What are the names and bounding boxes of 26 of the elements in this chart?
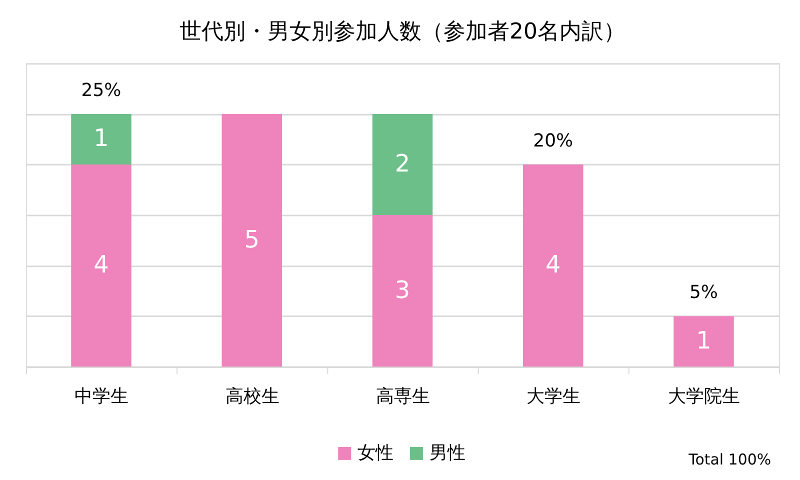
data-label: 2 (394, 149, 410, 178)
bar (71, 114, 132, 165)
x-tick-label: 高校生 (225, 386, 280, 408)
data-label: 4 (94, 250, 109, 279)
bar (222, 114, 282, 367)
legend-label: 女性 (358, 442, 394, 464)
bar (71, 164, 132, 367)
data-label: 1 (696, 326, 712, 354)
x-tick-label: 大学生 (526, 386, 581, 408)
annotation: 5% (690, 282, 718, 304)
annotation: 25% (81, 80, 122, 102)
x-tick-label: 大学院生 (668, 386, 740, 408)
text: Total 100% (688, 450, 772, 468)
data-label: 4 (546, 250, 561, 279)
x-tick-label: 中学生 (74, 386, 129, 408)
bar (372, 215, 433, 367)
bar (674, 316, 734, 367)
legend-label: 男性 (429, 442, 466, 464)
bar (522, 164, 584, 367)
data-label: 1 (94, 124, 109, 152)
annotation: 20% (533, 130, 574, 152)
data-label: 3 (394, 276, 410, 304)
x-tick-label: 高専生 (376, 386, 430, 408)
data-label: 5 (244, 225, 260, 254)
bar (372, 114, 433, 216)
chart-title: 世代別・男女別参加人数（参加者20名内訳） (180, 19, 626, 44)
